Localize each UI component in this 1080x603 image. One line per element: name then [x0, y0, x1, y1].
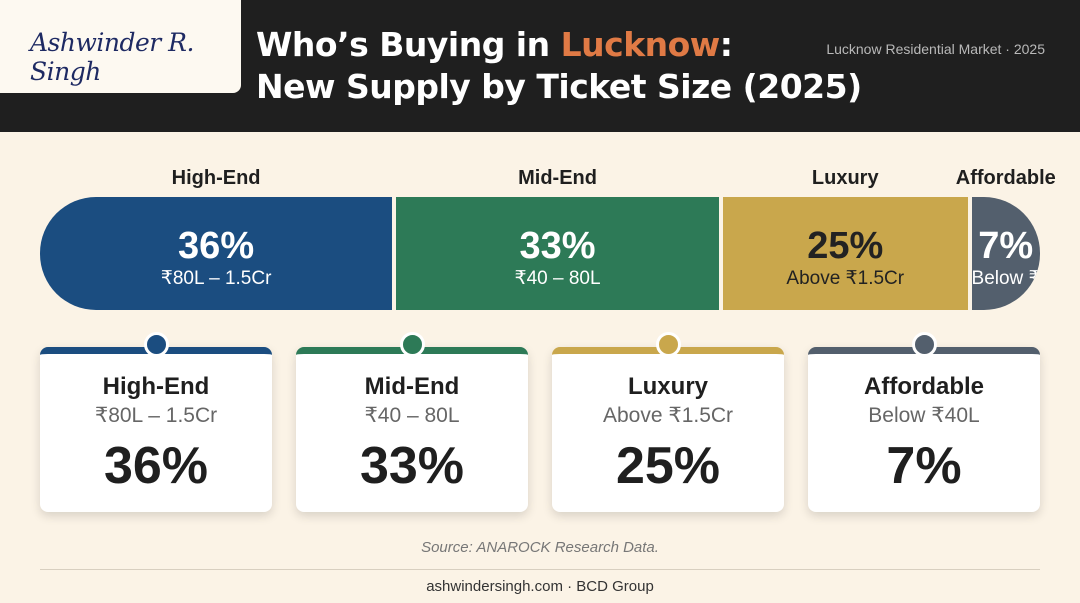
bar-range-label: Above ₹1.5Cr	[786, 268, 905, 289]
signature-logo: Ashwinder R. Singh	[0, 0, 241, 93]
card-percent: 7%	[886, 437, 962, 495]
bar-range-label: Below ₹40L	[971, 268, 1040, 289]
segment-label-high-end: High-End	[171, 167, 261, 189]
footer-divider	[40, 569, 1040, 570]
card-percent: 25%	[615, 437, 721, 495]
bar-segment-mid-end: 33% ₹40 – 80L	[396, 197, 719, 310]
segment-label-luxury: Luxury	[811, 167, 879, 189]
title-highlight: Lucknow	[560, 25, 721, 64]
title-line-1: Who’s Buying in Lucknow:	[256, 24, 862, 66]
bar-segment-luxury: 25% Above ₹1.5Cr	[722, 197, 968, 310]
card-dot-icon	[143, 332, 169, 357]
card-high-end: High-End ₹80L – 1.5Cr 36%	[40, 332, 272, 512]
card-range: ₹80L – 1.5Cr	[94, 404, 218, 427]
bar-percent-label: 33%	[519, 225, 596, 267]
card-range: Below ₹40L	[868, 404, 980, 427]
bar-segment-affordable: 7%Below ₹40L	[971, 197, 1040, 310]
card-title: High-End	[102, 373, 210, 400]
title-suffix: :	[719, 25, 733, 64]
segment-label-affordable: Affordable	[955, 167, 1056, 189]
title-prefix: Who’s Buying in	[256, 25, 561, 64]
bar-range-label: ₹40 – 80L	[514, 268, 601, 289]
bar-percent-label: 7%	[978, 225, 1034, 267]
market-label: Lucknow Residential Market · 2025	[826, 41, 1045, 57]
card-title: Affordable	[864, 373, 984, 400]
card-range: Above ₹1.5Cr	[602, 404, 734, 427]
card-dot-icon	[399, 332, 425, 357]
bar-percent-label: 25%	[807, 225, 884, 267]
bar-percent-label: 36%	[178, 225, 255, 267]
card-title: Luxury	[627, 373, 708, 400]
card-affordable: Affordable Below ₹40L 7%	[808, 332, 1040, 512]
title-line-2: New Supply by Ticket Size (2025)	[256, 67, 862, 106]
card-title: Mid-End	[364, 373, 460, 400]
card-percent: 33%	[359, 437, 465, 495]
source-note: Source: ANAROCK Research Data.	[421, 539, 659, 556]
card-dot-icon	[911, 332, 937, 357]
bar-segment-high-end: 36% ₹80L – 1.5Cr	[40, 197, 393, 310]
footer-credit: ashwindersingh.com · BCD Group	[426, 578, 654, 595]
header: Ashwinder R. Singh Who’s Buying in Luckn…	[0, 0, 1080, 132]
bar-range-label: ₹80L – 1.5Cr	[160, 268, 272, 289]
card-percent: 36%	[103, 437, 209, 495]
signature-text: Ashwinder R. Singh	[30, 28, 194, 86]
card-range: ₹40 – 80L	[364, 404, 460, 427]
card-dot-icon	[655, 332, 681, 357]
card-mid-end: Mid-End ₹40 – 80L 33%	[296, 332, 528, 512]
card-luxury: Luxury Above ₹1.5Cr 25%	[552, 332, 784, 512]
segment-label-mid-end: Mid-End	[518, 167, 597, 189]
stacked-bar: 36% ₹80L – 1.5Cr 33% ₹40 – 80L 25% Above ₹1.5…	[40, 197, 1040, 310]
chart-title: Who’s Buying in Lucknow: New Supply by T…	[256, 24, 862, 108]
